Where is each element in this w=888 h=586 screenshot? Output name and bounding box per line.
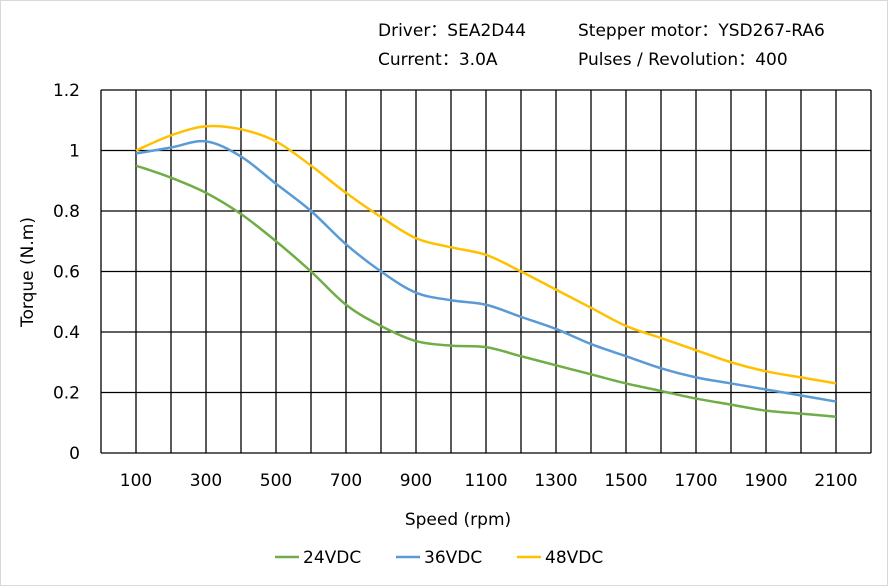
- x-tick-label: 1100: [464, 471, 507, 491]
- x-tick-label: 1300: [534, 471, 577, 491]
- x-tick-label: 1700: [674, 471, 717, 491]
- x-tick-label: 1900: [744, 471, 787, 491]
- current-label: Current：3.0A: [378, 50, 498, 70]
- series-line-24VDC: [135, 164, 837, 418]
- y-tick-label: 1.2: [53, 81, 80, 101]
- y-tick-label: 0.4: [53, 323, 80, 343]
- y-axis-label: Torque (N.m): [18, 217, 38, 328]
- x-tick-label: 2100: [814, 471, 857, 491]
- legend-label: 48VDC: [545, 548, 603, 568]
- legend-label: 24VDC: [303, 548, 361, 568]
- y-tick-label: 0.8: [53, 202, 80, 222]
- x-tick-label: 300: [190, 471, 222, 491]
- y-tick-label: 0.2: [53, 384, 80, 404]
- x-tick-label: 700: [330, 471, 362, 491]
- x-tick-label: 1500: [604, 471, 647, 491]
- pulses-label: Pulses / Revolution：400: [578, 50, 788, 70]
- driver-label: Driver：SEA2D44: [378, 21, 527, 41]
- motor-label: Stepper motor：YSD267-RA6: [578, 21, 825, 41]
- x-tick-label: 900: [400, 471, 432, 491]
- x-tick-label: 100: [120, 471, 152, 491]
- legend-label: 36VDC: [424, 548, 482, 568]
- y-tick-label: 1: [69, 142, 80, 162]
- series-line-48VDC: [135, 124, 837, 385]
- y-tick-label: 0: [69, 444, 80, 464]
- y-tick-label: 0.6: [53, 263, 80, 283]
- x-tick-label: 500: [260, 471, 292, 491]
- x-axis-label: Speed (rpm): [405, 510, 511, 530]
- series-line-36VDC: [135, 139, 837, 403]
